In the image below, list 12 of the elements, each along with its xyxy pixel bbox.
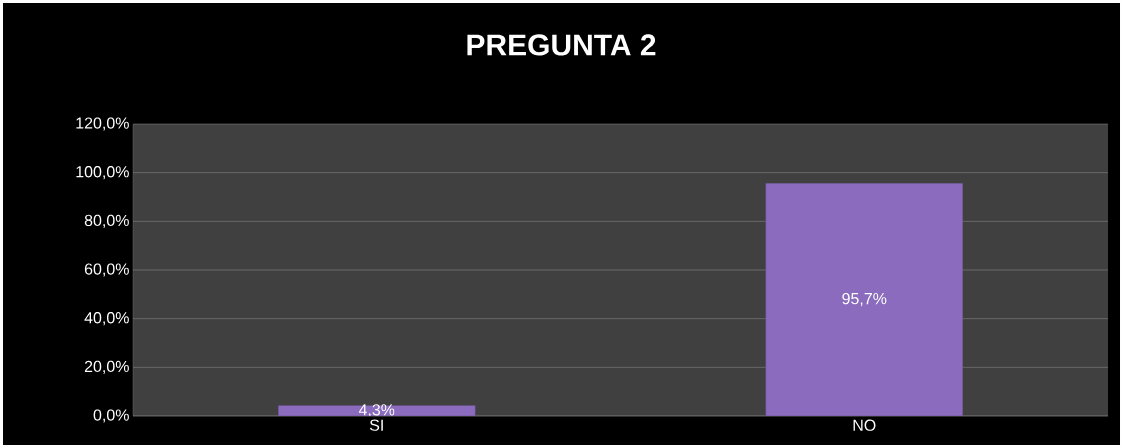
- data-label: 4,3%: [358, 404, 395, 418]
- x-tick-label: SI: [369, 419, 383, 431]
- y-tick-label: 0,0%: [93, 409, 129, 423]
- y-tick-label: 60,0%: [84, 263, 129, 277]
- y-tick-label: 40,0%: [84, 312, 129, 326]
- y-tick-label: 20,0%: [84, 360, 129, 374]
- y-tick-label: 80,0%: [84, 214, 129, 228]
- y-tick-label: 100,0%: [76, 166, 129, 180]
- data-label: 95,7%: [842, 292, 887, 307]
- chart-title: PREGUNTA 2: [467, 34, 656, 56]
- y-tick-label: 120,0%: [76, 117, 129, 131]
- x-tick-label: NO: [853, 419, 876, 431]
